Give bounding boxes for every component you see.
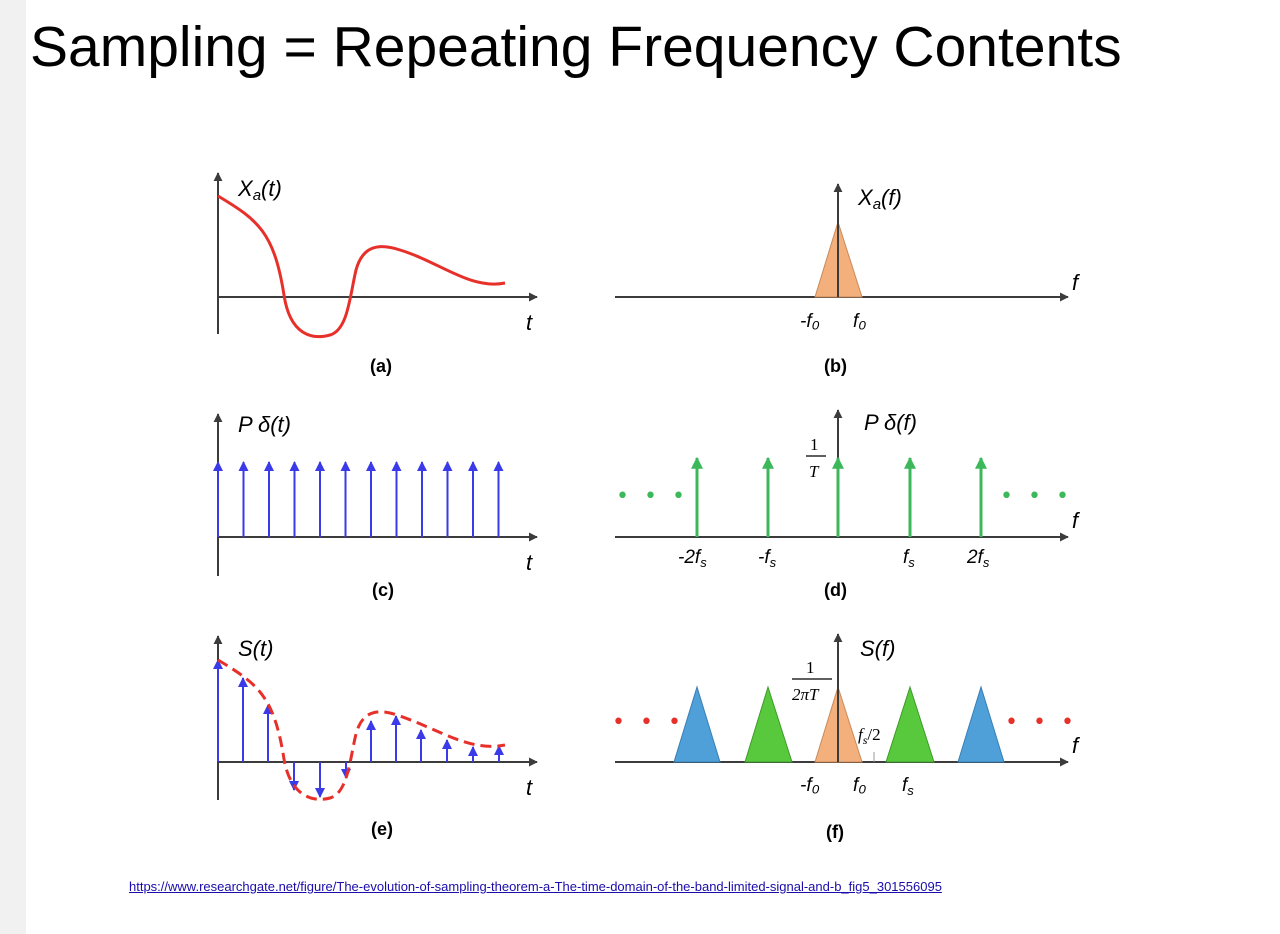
panel-e-sampled-impulses (213, 659, 504, 798)
panel-c: P δ(t) t (c) (213, 412, 538, 600)
panel-d-tick-neg-fs: -fs (758, 547, 777, 570)
panel-f-left-dots: • • • (612, 710, 685, 735)
panel-b-y-label: Xa(f) (857, 185, 902, 213)
panel-f-caption: (f) (826, 822, 844, 842)
panel-f-tick-fs: fs (902, 775, 914, 798)
panel-a-caption: (a) (370, 356, 392, 376)
panel-b-caption: (b) (824, 356, 847, 376)
panel-c-caption: (c) (372, 580, 394, 600)
spectrum-replica-green (744, 685, 793, 763)
panel-d-height-denominator: T (809, 462, 820, 481)
spectrum-replica-green (885, 685, 935, 763)
panel-d-caption: (d) (824, 580, 847, 600)
panel-a-signal-curve (217, 194, 506, 339)
panel-f-right-dots: • • • (1005, 710, 1078, 735)
panel-d-left-dots: • • • (616, 484, 689, 509)
panel-d-right-dots: • • • (1000, 484, 1073, 509)
panel-f-height-denominator: 2πT (792, 685, 820, 704)
panel-a-y-label: Xa(t) (237, 176, 282, 204)
panel-c-y-label: P δ(t) (238, 412, 291, 437)
panel-e: S(t) t (e) (213, 635, 538, 839)
panel-f: • • • • • • 1 2πT fs/2 S(f) f -f₀ f₀ fs … (612, 633, 1081, 842)
left-margin-strip (0, 0, 26, 934)
panel-d-tick-neg-2fs: -2fs (678, 547, 707, 570)
panel-e-envelope-dashed (217, 658, 506, 801)
panel-d: • • • • • • 1 T P δ(f) f -2fs -fs fs 2fs… (615, 409, 1081, 600)
panel-e-x-label: t (526, 775, 533, 800)
panel-b-x-label: f (1072, 270, 1081, 295)
source-link[interactable]: https://www.researchgate.net/figure/The-… (129, 879, 942, 894)
panel-d-height-numerator: 1 (810, 435, 819, 454)
panel-d-tick-2fs: 2fs (966, 547, 990, 570)
panel-c-impulse-train (213, 461, 504, 537)
panel-a: Xa(t) t (a) (213, 172, 538, 376)
panel-f-tick-f0: f₀ (853, 775, 866, 796)
panel-d-tick-fs: fs (903, 547, 915, 570)
panel-f-tick-neg-f0: -f₀ (800, 775, 820, 796)
panel-f-x-label: f (1072, 733, 1081, 758)
spectrum-replica-blue (673, 685, 721, 763)
spectrum-replica-blue (957, 685, 1005, 763)
panel-b-tick-f0: f₀ (853, 311, 866, 332)
panel-d-y-label: P δ(f) (864, 410, 917, 435)
panel-f-height-numerator: 1 (806, 658, 815, 677)
panel-f-y-label: S(f) (860, 636, 895, 661)
panel-b-tick-neg-f0: -f₀ (800, 311, 820, 332)
slide-title: Sampling = Repeating Frequency Contents (30, 15, 1122, 79)
panel-a-x-label: t (526, 310, 533, 335)
panel-e-caption: (e) (371, 819, 393, 839)
panel-e-y-label: S(t) (238, 636, 273, 661)
panel-d-x-label: f (1072, 508, 1081, 533)
panel-f-half-fs-label: fs/2 (858, 725, 881, 747)
panel-c-x-label: t (526, 550, 533, 575)
panel-b: Xa(f) f -f₀ f₀ (b) (615, 183, 1081, 376)
